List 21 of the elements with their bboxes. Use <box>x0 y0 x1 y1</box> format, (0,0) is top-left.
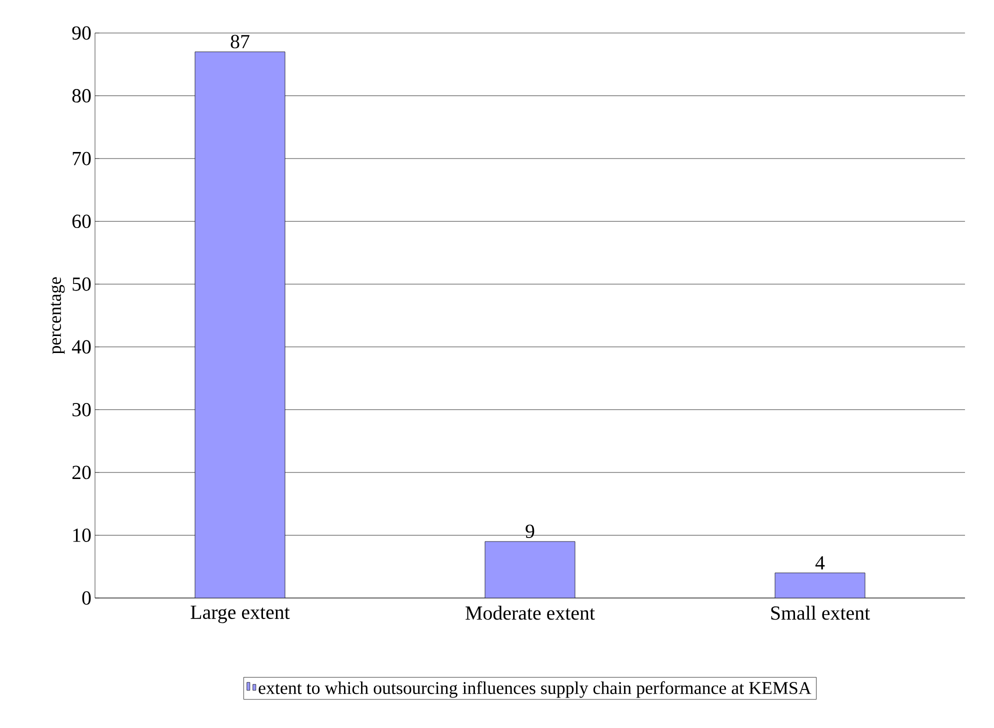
y-tick-label: 90 <box>72 26 91 40</box>
legend-label: extent to which outsourcing influences supply chain performance at KEMSA <box>258 681 812 698</box>
bar <box>484 541 576 598</box>
x-tick-label: Small extent <box>771 606 870 620</box>
y-tick-label: 60 <box>72 214 91 228</box>
data-label: 4 <box>815 556 825 570</box>
y-tick-label: 80 <box>72 89 91 102</box>
y-tick-label: 20 <box>72 466 91 480</box>
x-tick-label: Moderate extent <box>466 606 595 620</box>
y-tick-label: 70 <box>72 152 91 166</box>
y-tick-label: 30 <box>72 402 91 416</box>
bar <box>194 52 286 598</box>
data-label: 87 <box>230 34 250 48</box>
y-tick-label: 0 <box>82 591 91 605</box>
y-axis-title: percentage <box>50 277 65 354</box>
y-tick-label: 40 <box>72 340 91 354</box>
y-tick-label: 50 <box>72 277 91 291</box>
bar <box>774 572 866 598</box>
x-tick-label: Large extent <box>190 606 290 624</box>
data-label: 9 <box>526 524 534 538</box>
y-tick-label: 10 <box>73 528 91 542</box>
